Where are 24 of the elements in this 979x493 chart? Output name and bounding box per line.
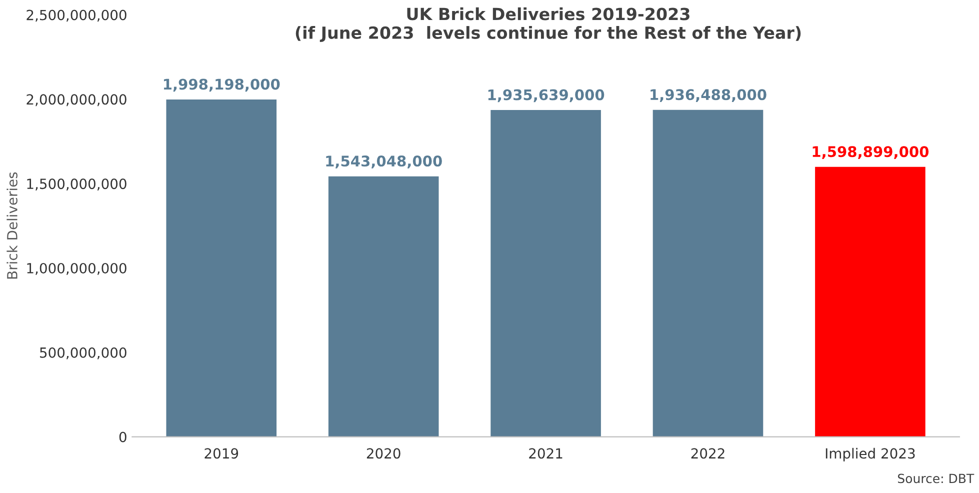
x-tick-label: 2022 [691,448,724,459]
source-note: Source: DBT [898,474,974,484]
x-tick-label: 2021 [529,448,562,459]
bar [815,166,926,437]
y-axis-title: Brick Deliveries [6,172,18,279]
y-tick-label: 1,000,000,000 [27,262,126,275]
y-tick-label: 2,000,000,000 [26,94,126,106]
y-tick-label: 500,000,000 [40,347,126,360]
data-label: 1,998,198,000 [164,78,280,92]
data-label: 1,543,048,000 [326,156,442,168]
data-label: 1,598,899,000 [812,146,929,159]
bar [490,110,601,437]
bar [166,99,277,437]
data-label: 1,936,488,000 [650,89,766,102]
data-label: 1,935,639,000 [488,89,604,102]
bar [652,110,764,437]
x-tick-label: 2019 [204,448,238,459]
x-tick-label: 2020 [366,448,400,459]
x-tick-label: Implied 2023 [826,448,915,462]
chart-title: UK Brick Deliveries 2019-2023 (if June 2023 levels continue for the Rest of the Year) [296,7,801,42]
y-tick-label: 2,500,000,000 [26,10,126,22]
bar [328,176,439,437]
y-tick-label: 1,500,000,000 [27,178,126,190]
y-tick-label: 0 [119,432,126,442]
